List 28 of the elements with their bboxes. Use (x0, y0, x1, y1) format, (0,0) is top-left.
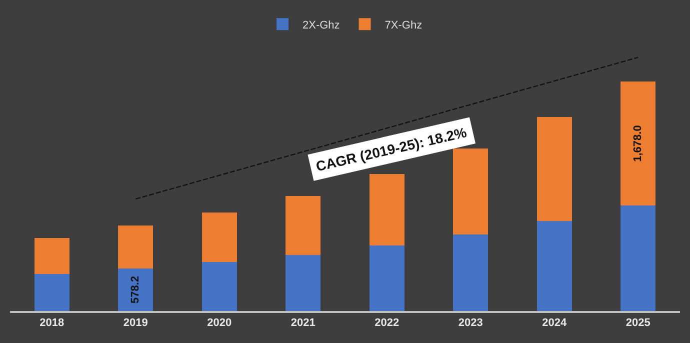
bar (202, 212, 237, 262)
bar (369, 245, 404, 311)
legend-label: 2X-Ghz (302, 19, 340, 32)
bar (34, 238, 70, 274)
bar (453, 234, 488, 311)
bar (34, 274, 70, 311)
x-tick-label: 2022 (374, 316, 400, 329)
bar (118, 268, 154, 311)
bar (620, 205, 656, 311)
x-tick-label: 2018 (40, 316, 64, 329)
x-tick-label: 2020 (207, 316, 232, 329)
x-tick-label: 2019 (123, 316, 148, 329)
bar (369, 174, 404, 246)
bar (286, 196, 321, 256)
bar (118, 225, 154, 268)
bar (286, 255, 321, 311)
bar (202, 262, 237, 311)
bar (620, 82, 656, 206)
bar (536, 220, 572, 311)
x-tick-label: 2021 (290, 316, 316, 329)
data-label: 1,678.0 (632, 125, 644, 162)
x-tick-label: 2024 (542, 316, 568, 329)
bar (453, 148, 488, 235)
x-tick-label: 2023 (458, 316, 483, 329)
x-tick-label: 2025 (626, 316, 650, 329)
bar (536, 116, 572, 221)
legend-label: 7X-Ghz (384, 19, 422, 32)
data-label: 578.2 (130, 276, 142, 304)
